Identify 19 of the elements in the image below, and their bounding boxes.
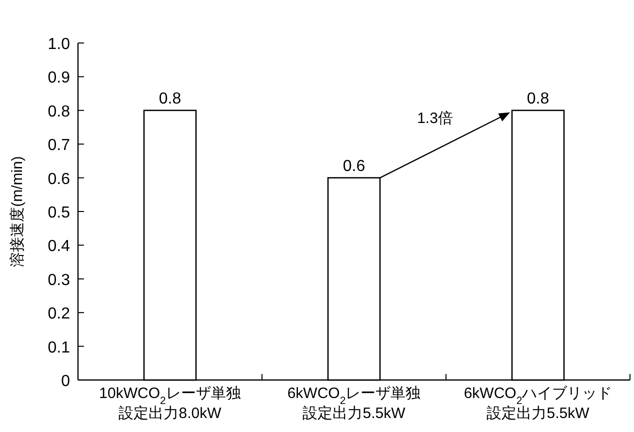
y-tick-label: 0.4 <box>48 238 70 256</box>
y-axis-title: 溶接速度(m/min) <box>9 156 26 267</box>
x-tick-label: 10kWCO$_{2}$レーザ単独設定出力8.0kW <box>99 385 241 422</box>
y-tick-label: 0 <box>61 373 70 390</box>
data-label: 0.8 <box>158 90 182 108</box>
y-tick-label: 0.1 <box>48 339 70 356</box>
x-tick-label: 6kWCO$_{2}$レーザ単独設定出力5.5kW <box>287 385 421 422</box>
data-label: 0.6 <box>342 158 366 175</box>
y-tick-label: 0.8 <box>48 103 70 120</box>
annotation: 1.3倍 <box>417 110 453 128</box>
y-tick-label: 0.5 <box>48 204 70 222</box>
data-label: 0.8 <box>526 90 550 108</box>
y-tick-label: 0.2 <box>48 306 70 323</box>
y-tick-label: 0.9 <box>48 70 70 87</box>
x-tick-label: 6kWCO$_{2}$ハイブリッド設定出力5.5kW <box>464 385 612 422</box>
y-tick-label: 0.3 <box>48 272 70 289</box>
y-tick-label: 0.7 <box>48 137 70 154</box>
y-tick-label: 1.0 <box>48 36 70 53</box>
y-tick-label: 0.6 <box>48 170 70 188</box>
